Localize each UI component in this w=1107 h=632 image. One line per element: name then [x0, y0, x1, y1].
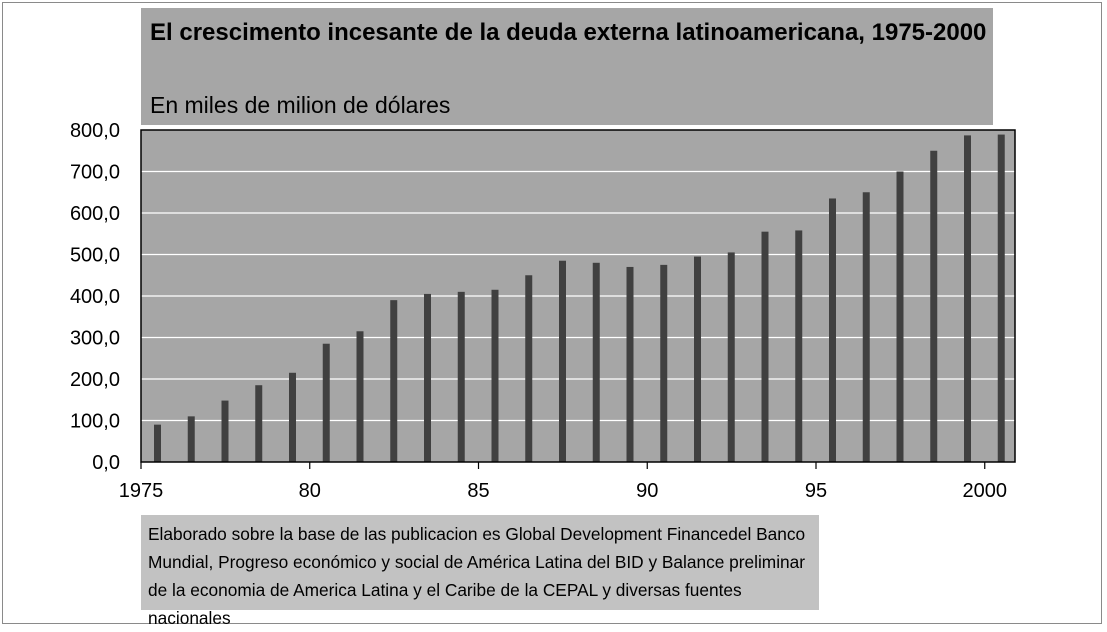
bar-2000 — [997, 134, 1005, 462]
x-tick-label: 90 — [636, 480, 658, 502]
bar-1995 — [829, 198, 836, 462]
y-tick-label: 500,0 — [70, 245, 120, 267]
y-tick-label: 700,0 — [70, 162, 120, 184]
x-tick-label: 1975 — [119, 480, 164, 502]
source-note: Elaborado sobre la base de las publicaci… — [148, 524, 806, 628]
y-tick-label: 400,0 — [70, 286, 120, 308]
bar-1981 — [356, 331, 364, 462]
y-axis-ticks: 800,0 700,0 600,0 500,0 400,0 300,0 200,0 100,0… — [70, 120, 120, 474]
bar-1976 — [187, 416, 195, 462]
y-tick-label: 800,0 — [70, 120, 120, 142]
bar-1998 — [930, 150, 938, 462]
x-tick-label: 95 — [805, 480, 827, 502]
bar-1989 — [626, 266, 634, 462]
bar-1994 — [795, 230, 803, 462]
bar-1999 — [964, 135, 971, 462]
x-tick-label: 85 — [467, 480, 489, 502]
bar-1991 — [694, 256, 701, 462]
y-tick-label: 600,0 — [70, 203, 120, 225]
x-axis-ticks: 1975 80 85 90 95 2000 — [119, 462, 1007, 502]
bar-1984 — [457, 291, 465, 462]
bar-1979 — [289, 372, 296, 462]
bar-1997 — [896, 171, 904, 462]
bar-1980 — [322, 343, 330, 462]
bar-series — [154, 134, 1005, 462]
bar-1987 — [559, 260, 566, 462]
title-background — [141, 8, 993, 125]
bar-1988 — [592, 262, 600, 462]
bar-1975 — [154, 424, 161, 462]
y-tick-label: 300,0 — [70, 328, 120, 350]
bar-1992 — [727, 252, 735, 462]
y-tick-label: 100,0 — [70, 411, 120, 433]
source-note-background — [141, 515, 819, 610]
y-tick-label: 200,0 — [70, 369, 120, 391]
x-tick-label: 80 — [299, 480, 321, 502]
bar-1985 — [491, 289, 499, 462]
chart-title: El crescimento incesante de la deuda ext… — [150, 19, 987, 46]
x-tick-label: 2000 — [963, 480, 1008, 502]
bar-1990 — [660, 264, 668, 462]
bar-1983 — [424, 293, 431, 462]
bar-1977 — [221, 400, 229, 462]
y-tick-label: 0,0 — [92, 452, 120, 474]
bar-1986 — [525, 275, 533, 462]
chart-subtitle: En miles de milion de dólares — [150, 92, 451, 118]
plot-border — [140, 129, 1016, 463]
bar-1993 — [761, 231, 769, 462]
bar-1982 — [390, 300, 398, 462]
bar-1978 — [255, 385, 263, 462]
bar-1996 — [862, 192, 870, 462]
